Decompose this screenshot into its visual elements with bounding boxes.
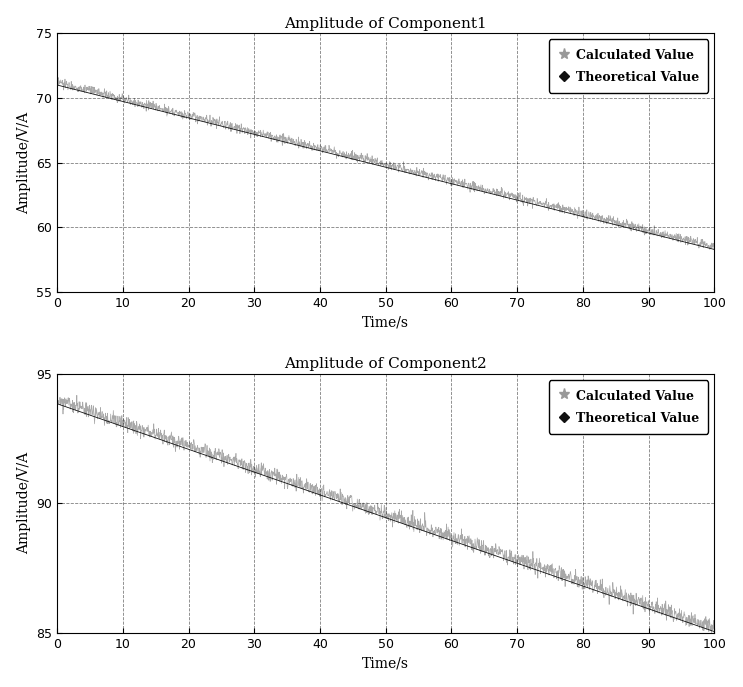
Calculated Value (691, 237, 700, 245)
Theoretical Value (86, 89, 95, 98)
Line: Theoretical Value: Theoretical Value (57, 404, 715, 631)
Calculated Value (86, 85, 95, 93)
Calculated Value (710, 627, 719, 635)
Theoretical Value (710, 627, 719, 635)
Theoretical Value (53, 81, 62, 89)
Calculated Value (372, 155, 381, 164)
Calculated Value (372, 508, 381, 517)
Legend: Calculated Value, Theoretical Value: Calculated Value, Theoretical Value (548, 380, 708, 433)
Calculated Value (53, 74, 62, 82)
Calculated Value (355, 496, 364, 504)
X-axis label: Time/s: Time/s (363, 315, 409, 330)
Calculated Value (53, 402, 62, 410)
Theoretical Value (355, 504, 364, 513)
Title: Amplitude of Component2: Amplitude of Component2 (285, 357, 487, 372)
Calculated Value (710, 246, 719, 254)
Calculated Value (53, 74, 62, 82)
Legend: Calculated Value, Theoretical Value: Calculated Value, Theoretical Value (548, 39, 708, 93)
Theoretical Value (690, 240, 699, 249)
Calculated Value (86, 411, 95, 419)
Calculated Value (571, 577, 580, 585)
Theoretical Value (570, 579, 579, 587)
X-axis label: Time/s: Time/s (363, 656, 409, 671)
Y-axis label: Amplitude/V/A: Amplitude/V/A (16, 112, 30, 214)
Theoretical Value (53, 400, 62, 408)
Theoretical Value (710, 245, 719, 254)
Line: Calculated Value: Calculated Value (57, 395, 715, 633)
Calculated Value (691, 235, 700, 243)
Theoretical Value (86, 412, 95, 420)
Calculated Value (571, 206, 580, 214)
Line: Theoretical Value: Theoretical Value (57, 85, 715, 249)
Theoretical Value (570, 210, 579, 218)
Calculated Value (707, 629, 716, 637)
Calculated Value (355, 157, 364, 166)
Calculated Value (691, 614, 700, 622)
Theoretical Value (691, 240, 700, 249)
Theoretical Value (355, 157, 364, 165)
Calculated Value (691, 620, 700, 628)
Calculated Value (72, 391, 81, 399)
Theoretical Value (690, 621, 699, 629)
Line: Calculated Value: Calculated Value (57, 78, 715, 250)
Theoretical Value (372, 510, 381, 519)
Y-axis label: Amplitude/V/A: Amplitude/V/A (16, 452, 30, 554)
Title: Amplitude of Component1: Amplitude of Component1 (285, 16, 487, 31)
Theoretical Value (691, 621, 700, 629)
Theoretical Value (372, 161, 381, 169)
